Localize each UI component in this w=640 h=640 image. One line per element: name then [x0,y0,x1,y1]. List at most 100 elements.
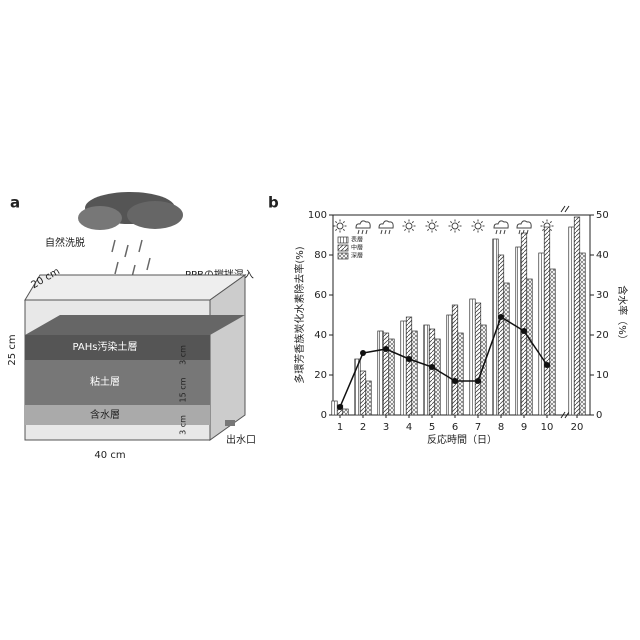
line-point [360,350,366,356]
line-point [429,364,435,370]
bar [424,325,430,415]
rain-label: 自然洗脱 [45,236,85,249]
weather-icon [335,229,336,230]
line-point [544,362,550,368]
bar [475,303,481,415]
panel-a: a 自然洗脱 PPBの撹拌混入 PAHs汚染土層 粘土層 含水層 20 cm 2… [7,192,256,461]
panel-b: b 多環芳香族炭化水素除去率(%) 含水率（%） 反応時間（日） 0204060… [268,194,629,447]
bar [401,321,407,415]
weather-icon [450,229,451,230]
line-point [452,378,458,384]
weather-icon [337,223,343,229]
weather-icon [404,221,405,222]
bar [378,331,384,415]
bar [550,269,556,415]
weather-icon [358,230,367,234]
x-tick-label: 4 [406,422,412,433]
x-tick-label: 5 [429,422,435,433]
weather-icon [458,229,459,230]
y2-axis-label: 含水率（%） [616,285,629,345]
bar [366,381,372,415]
line-point [337,404,343,410]
axis-break [561,206,569,418]
x-tick-label: 10 [541,422,554,433]
layer-label: PAHs汚染土層 [73,340,138,353]
weather-icon [429,223,435,229]
x-tick-label: 20 [571,422,584,433]
panel-label: b [268,194,279,212]
x-tick-label: 9 [521,422,527,433]
outlet-label: 出水口 [226,433,256,446]
y-tick-label: 0 [321,410,327,421]
legend-swatch [338,237,348,243]
layer-label: 含水層 [90,408,120,421]
bar [516,247,522,415]
y-tick-label: 40 [314,330,327,341]
weather-icon [450,221,451,222]
weather-icon [379,221,393,228]
x-tick-label: 7 [475,422,481,433]
figure: a 自然洗脱 PPBの撹拌混入 PAHs汚染土層 粘土層 含水層 20 cm 2… [0,0,640,640]
weather-icon [412,229,413,230]
bar [574,217,580,415]
legend-label: 表層 [351,236,363,244]
weather-icon [381,230,390,234]
bar [360,371,366,415]
y2-tick-label: 50 [596,210,609,221]
weather-icon [458,221,459,222]
line-point [475,378,481,384]
bar [435,339,441,415]
weather-icon [335,221,336,222]
bar [539,253,545,415]
bar [406,317,412,415]
bar [343,409,349,415]
y-tick-label: 80 [314,250,327,261]
legend-swatch [338,245,348,251]
dimension-label: 25 cm [7,334,18,365]
y2-tick-label: 30 [596,290,609,301]
panel-label: a [10,194,20,212]
layer-label: 粘土層 [90,375,120,388]
weather-icon [452,223,458,229]
bar [521,233,527,415]
weather-icon [427,221,428,222]
y2-tick-label: 20 [596,330,609,341]
bar [452,305,458,415]
weather-icon [550,229,551,230]
weather-icon [481,221,482,222]
x-tick-label: 8 [498,422,504,433]
bar [458,333,464,415]
bar [527,279,533,415]
legend-label: 中層 [351,244,363,252]
weather-icon [473,221,474,222]
weather-icon [412,221,413,222]
bar [447,315,453,415]
weather-icon [473,229,474,230]
bar [504,283,510,415]
legend-label: 深層 [351,252,363,260]
y-tick-label: 100 [308,210,327,221]
x-tick-label: 3 [383,422,389,433]
bar [412,331,418,415]
y-tick-label: 20 [314,370,327,381]
y2-tick-label: 0 [596,410,602,421]
bar [569,227,575,415]
weather-icon [343,229,344,230]
weather-icon [404,229,405,230]
weather-icon [542,229,543,230]
y-tick-label: 60 [314,290,327,301]
line-point [383,346,389,352]
weather-icon [406,223,412,229]
weather-icon [550,221,551,222]
y2-tick-label: 10 [596,370,609,381]
y2-tick-label: 40 [596,250,609,261]
legend-swatch [338,253,348,259]
weather-icon [494,221,508,228]
line-point [406,356,412,362]
dimension-label: 3 cm [179,345,188,365]
bar [383,333,389,415]
weather-icon [435,221,436,222]
weather-icon [356,221,370,228]
weather-icon [435,229,436,230]
x-tick-label: 2 [360,422,366,433]
